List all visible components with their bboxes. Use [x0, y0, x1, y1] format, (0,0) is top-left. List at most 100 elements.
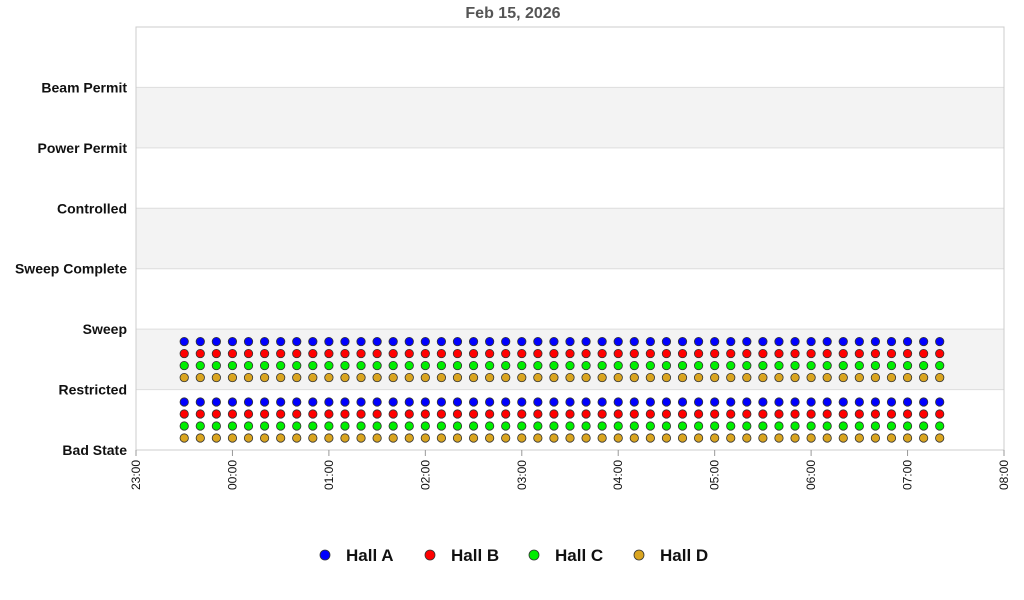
data-point-hall-d [436, 433, 447, 443]
data-point-hall-a [259, 336, 270, 347]
data-point-hall-b [292, 348, 302, 359]
data-point-hall-b [404, 348, 414, 359]
data-point-hall-d [935, 372, 945, 383]
data-point-hall-a [308, 336, 318, 347]
plot-bands [136, 27, 1004, 450]
data-point-hall-b [259, 409, 270, 419]
data-point-hall-b [919, 409, 929, 419]
data-point-hall-a [677, 397, 688, 407]
data-point-hall-b [517, 409, 527, 419]
data-point-hall-b [854, 409, 864, 419]
data-point-hall-c [179, 421, 189, 431]
data-point-hall-c [661, 360, 672, 371]
plot-frame [135, 26, 1005, 451]
data-point-hall-b [935, 348, 945, 359]
data-point-hall-d [870, 433, 881, 443]
data-point-hall-b [613, 409, 623, 419]
x-tick-label: 03:00 [515, 460, 529, 490]
data-point-hall-b [308, 348, 318, 359]
data-point-hall-a [613, 397, 623, 407]
data-point-hall-b [404, 409, 414, 419]
legend-label: Hall B [451, 546, 499, 565]
data-point-hall-c [854, 360, 864, 371]
data-point-hall-b [645, 348, 655, 359]
data-point-hall-b [581, 409, 591, 419]
data-point-hall-a [324, 336, 334, 347]
data-point-hall-d [726, 372, 736, 383]
data-point-hall-a [324, 397, 334, 407]
data-point-hall-b [211, 409, 221, 419]
data-point-hall-d [919, 372, 929, 383]
data-point-hall-b [838, 409, 848, 419]
data-point-hall-d [388, 433, 398, 443]
data-point-hall-a [436, 336, 447, 347]
data-point-hall-b [468, 409, 479, 419]
data-point-hall-d [485, 433, 495, 443]
data-point-hall-d [935, 433, 945, 443]
data-point-hall-a [774, 397, 784, 407]
data-point-hall-a [790, 397, 800, 407]
data-point-hall-d [790, 372, 800, 383]
data-point-hall-d [292, 372, 302, 383]
data-point-hall-b [806, 348, 816, 359]
data-point-hall-c [276, 360, 286, 371]
data-point-hall-a [726, 397, 736, 407]
data-point-hall-a [758, 397, 768, 407]
data-point-hall-a [919, 397, 929, 407]
data-point-hall-d [517, 433, 527, 443]
x-tick-label: 07:00 [901, 460, 915, 490]
data-point-hall-b [822, 409, 832, 419]
data-point-hall-c [661, 421, 672, 431]
data-point-hall-c [886, 360, 897, 371]
data-point-hall-d [661, 433, 672, 443]
data-point-hall-a [501, 397, 511, 407]
data-point-hall-b [533, 409, 543, 419]
data-point-hall-a [645, 336, 655, 347]
data-point-hall-b [259, 348, 270, 359]
data-point-hall-b [870, 348, 881, 359]
data-point-hall-c [292, 360, 302, 371]
data-point-hall-b [581, 348, 591, 359]
data-point-hall-a [452, 397, 463, 407]
data-point-hall-b [340, 348, 350, 359]
data-point-hall-c [935, 421, 945, 431]
data-point-hall-c [613, 360, 623, 371]
data-point-hall-c [533, 421, 543, 431]
plot-band [136, 87, 1004, 148]
data-point-hall-d [710, 372, 720, 383]
data-point-hall-d [436, 372, 447, 383]
data-point-hall-a [838, 336, 848, 347]
data-point-hall-d [597, 433, 607, 443]
data-point-hall-c [693, 360, 704, 371]
data-point-hall-c [645, 421, 655, 431]
data-point-hall-a [902, 336, 913, 347]
data-point-hall-a [726, 336, 736, 347]
data-point-hall-b [919, 348, 929, 359]
y-axis-labels: Bad State Restricted Sweep Sweep Complete Co… [15, 79, 127, 458]
data-point-hall-d [452, 433, 463, 443]
data-point-hall-c [565, 421, 575, 431]
data-point-hall-c [388, 360, 398, 371]
data-point-hall-d [886, 433, 897, 443]
data-point-hall-b [179, 348, 189, 359]
y-tick-label: Power Permit [38, 140, 128, 156]
data-point-hall-c [340, 421, 350, 431]
data-point-hall-d [549, 372, 559, 383]
data-point-hall-c [870, 360, 881, 371]
data-point-hall-a [179, 397, 189, 407]
data-point-hall-b [276, 348, 286, 359]
data-point-hall-c [340, 360, 350, 371]
data-point-hall-c [677, 360, 688, 371]
data-point-hall-c [645, 360, 655, 371]
data-point-hall-c [629, 421, 639, 431]
data-point-hall-a [340, 397, 350, 407]
data-point-hall-c [902, 360, 913, 371]
data-point-hall-a [597, 397, 607, 407]
data-point-hall-d [742, 372, 752, 383]
data-point-hall-a [854, 397, 864, 407]
data-point-hall-d [388, 372, 398, 383]
data-point-hall-c [549, 421, 559, 431]
data-point-hall-c [324, 360, 334, 371]
data-point-hall-a [693, 336, 704, 347]
data-point-hall-b [629, 409, 639, 419]
